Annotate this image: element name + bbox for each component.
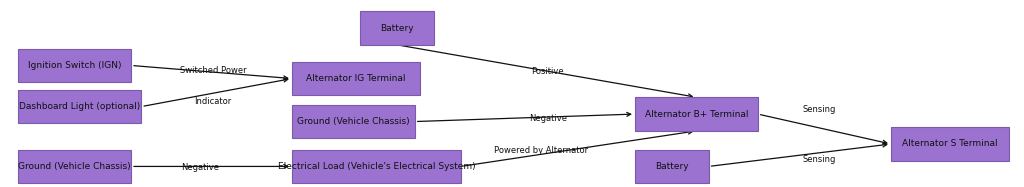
Text: Powered by Alternator: Powered by Alternator bbox=[494, 146, 588, 155]
Text: Positive: Positive bbox=[531, 68, 564, 76]
Text: Sensing: Sensing bbox=[803, 105, 836, 114]
Text: Alternator B+ Terminal: Alternator B+ Terminal bbox=[644, 110, 749, 119]
Text: Battery: Battery bbox=[381, 24, 414, 33]
Text: Indicator: Indicator bbox=[195, 97, 231, 106]
FancyBboxPatch shape bbox=[891, 127, 1009, 161]
Text: Alternator IG Terminal: Alternator IG Terminal bbox=[306, 74, 406, 83]
Text: Sensing: Sensing bbox=[803, 155, 836, 164]
FancyBboxPatch shape bbox=[18, 150, 131, 183]
FancyBboxPatch shape bbox=[635, 150, 709, 183]
Text: Negative: Negative bbox=[528, 114, 567, 123]
Text: Electrical Load (Vehicle's Electrical System): Electrical Load (Vehicle's Electrical Sy… bbox=[278, 162, 475, 171]
Text: Battery: Battery bbox=[655, 162, 688, 171]
FancyBboxPatch shape bbox=[635, 97, 758, 131]
Text: Ground (Vehicle Chassis): Ground (Vehicle Chassis) bbox=[297, 117, 410, 126]
FancyBboxPatch shape bbox=[18, 90, 141, 123]
FancyBboxPatch shape bbox=[292, 150, 461, 183]
FancyBboxPatch shape bbox=[360, 11, 434, 45]
FancyBboxPatch shape bbox=[292, 105, 415, 138]
Text: Negative: Negative bbox=[180, 163, 219, 172]
Text: Dashboard Light (optional): Dashboard Light (optional) bbox=[19, 102, 140, 111]
FancyBboxPatch shape bbox=[292, 62, 420, 95]
Text: Ignition Switch (IGN): Ignition Switch (IGN) bbox=[28, 61, 122, 70]
FancyBboxPatch shape bbox=[18, 49, 131, 82]
Text: Alternator S Terminal: Alternator S Terminal bbox=[902, 140, 997, 148]
Text: Switched Power: Switched Power bbox=[179, 66, 247, 75]
Text: Ground (Vehicle Chassis): Ground (Vehicle Chassis) bbox=[18, 162, 131, 171]
